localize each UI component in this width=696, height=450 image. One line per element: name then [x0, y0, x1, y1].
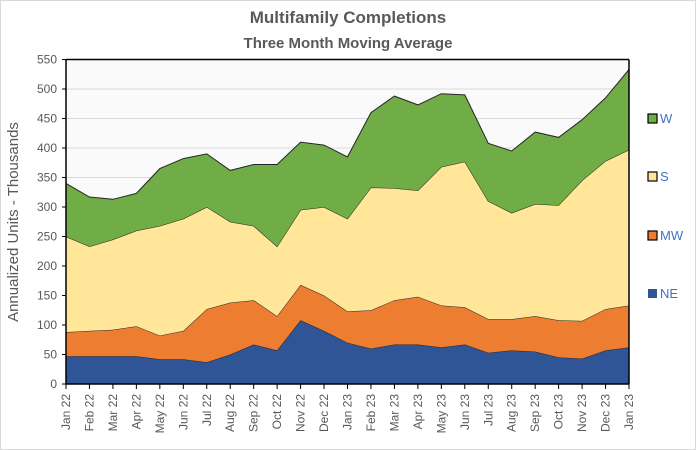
y-tick-label-500: 500	[37, 82, 57, 96]
legend-item-ne: NE	[648, 286, 678, 301]
x-tick-label: Apr 23	[411, 394, 425, 430]
legend-label: MW	[660, 228, 684, 243]
area-ne	[66, 320, 629, 384]
legend-swatch	[648, 289, 657, 298]
x-tick-label: Jul 22	[200, 394, 214, 426]
y-tick-label-250: 250	[37, 230, 57, 244]
legend-label: W	[660, 111, 673, 126]
area-s	[66, 149, 629, 336]
x-tick-label: Dec 22	[317, 394, 331, 432]
x-tick-label: Jun 22	[176, 394, 190, 430]
x-tick-label: Mar 23	[387, 394, 401, 432]
y-tick-label-50: 50	[44, 348, 58, 362]
x-tick-label: Aug 22	[223, 394, 237, 432]
x-tick-label: Nov 22	[294, 394, 308, 432]
x-tick-label: Apr 22	[129, 394, 143, 430]
legend-swatch	[647, 230, 658, 241]
y-axis-label: Annualized Units - Thousands	[5, 122, 22, 322]
legend-item-mw: MW	[647, 228, 684, 243]
x-tick-label: Mar 22	[106, 394, 120, 432]
area-w	[66, 69, 629, 247]
chart-title: Multifamily Completions	[249, 8, 447, 27]
legend-swatch	[647, 171, 658, 182]
x-tick-label: Jun 23	[458, 394, 472, 430]
x-tick-label: Dec 23	[599, 394, 613, 432]
y-tick-label-300: 300	[37, 200, 57, 214]
x-tick-label: Feb 22	[82, 394, 96, 432]
legend-label: S	[660, 169, 669, 184]
x-tick-label: May 22	[153, 394, 167, 434]
x-tick-label: Aug 23	[505, 394, 519, 432]
y-tick-label-550: 550	[37, 53, 57, 67]
x-tick-label: Jul 23	[481, 394, 495, 426]
legend: W S MW NE	[647, 111, 684, 301]
legend-label: NE	[660, 286, 678, 301]
x-tick-label: Nov 23	[575, 394, 589, 432]
x-tick-label: Sep 22	[247, 394, 261, 432]
x-tick-label: Jan 23	[341, 394, 355, 430]
axes	[62, 58, 630, 389]
legend-swatch	[647, 113, 658, 124]
x-tick-labels: Jan 22 Feb 22 Mar 22 Apr 22 May 22 Jun 22 Jul …	[59, 394, 636, 434]
y-tick-label-100: 100	[37, 318, 57, 332]
x-tick-label: Jan 22	[59, 394, 73, 430]
y-tick-label-0: 0	[50, 377, 57, 391]
area-edge-w	[65, 69, 630, 200]
y-tick-label-200: 200	[37, 259, 57, 273]
stacked-areas	[65, 69, 630, 384]
x-tick-label: Jan 23	[622, 394, 636, 430]
area-mw	[66, 284, 629, 363]
legend-item-w: W	[647, 111, 673, 126]
y-tick-label-400: 400	[37, 141, 57, 155]
x-tick-label: Oct 23	[552, 394, 566, 430]
x-tick-label: May 23	[434, 394, 448, 434]
y-tick-labels: 0 50 100 150 200 250 300 350 400 450 500 550	[37, 53, 57, 392]
x-tick-label: Oct 22	[270, 394, 284, 430]
y-tick-label-350: 350	[37, 171, 57, 185]
x-tick-label: Sep 23	[528, 394, 542, 432]
chart-subtitle: Three Month Moving Average	[243, 35, 453, 52]
y-tick-label-150: 150	[37, 289, 57, 303]
y-tick-label-450: 450	[37, 112, 57, 126]
legend-item-s: S	[647, 169, 669, 184]
x-tick-label: Feb 23	[364, 394, 378, 432]
